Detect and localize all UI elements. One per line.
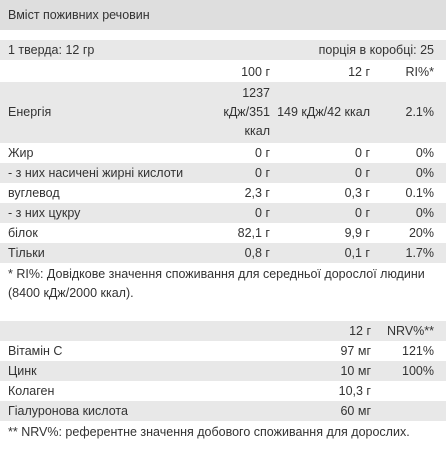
column-header: 12 г — [349, 324, 371, 338]
column-header: 12 г — [348, 65, 370, 79]
nutrient-value: 0% — [415, 166, 434, 180]
column-header-row: 100 г 12 г RI%* — [0, 62, 446, 82]
nutrient-row: вуглевод 2,3 г 0,3 г 0.1% — [0, 183, 446, 203]
supplement-name: Гіалуронова кислота — [8, 404, 128, 418]
supplement-row: Цинк 10 мг 100% — [0, 361, 446, 381]
supplement-row: Гіалуронова кислота 60 мг — [0, 401, 446, 421]
supplement-row: Вітамін С 97 мг 121% — [0, 341, 446, 361]
supplement-row: Колаген 10,3 г — [0, 381, 446, 401]
ri-note: * RI%: Довідкове значення споживання для… — [8, 267, 425, 300]
serving-size: 1 тверда: 12 гр — [8, 43, 95, 57]
column-header: 100 г — [241, 65, 270, 79]
nutrient-name: Тільки — [8, 246, 45, 260]
nutrient-row: білок 82,1 г 9,9 г 20% — [0, 223, 446, 243]
nutrient-value: 0 г — [355, 206, 370, 220]
nutrient-value: 0 г — [255, 206, 270, 220]
nutrient-name: білок — [8, 226, 38, 240]
column-header: NRV%** — [386, 324, 434, 338]
supplement-value: 10 мг — [340, 364, 371, 378]
nutrient-value: 0 г — [355, 146, 370, 160]
nrv-note: ** NRV%: референтне значення добового сп… — [8, 425, 410, 439]
nutrient-name: - з них цукру — [8, 206, 81, 220]
nutrient-value: 0 г — [255, 146, 270, 160]
nutrient-value: 0% — [415, 206, 434, 220]
nutrient-value: 0 г — [255, 166, 270, 180]
nutrient-value: 0% — [415, 146, 434, 160]
nutrient-name: Жир — [8, 146, 34, 160]
nutrient-value: 0.1% — [405, 186, 435, 200]
supplements-table: 12 г NRV%** Вітамін С 97 мг 121% Цинк 10 мг 100… — [0, 321, 446, 421]
nutrient-name: вуглевод — [8, 186, 60, 200]
nutrient-value: 2,3 г — [244, 186, 270, 200]
nutrient-row: Тільки 0,8 г 0,1 г 1.7% — [0, 243, 446, 263]
nutrient-value: 0 г — [355, 166, 370, 180]
serving-row: 1 тверда: 12 гр порція в коробці: 25 — [0, 40, 446, 60]
nutrient-value: 20% — [408, 226, 434, 240]
supplement-value: 100% — [402, 364, 434, 378]
nutrient-value: 149 кДж/42 ккал — [277, 105, 370, 119]
nutrient-value: 0,3 г — [344, 186, 370, 200]
supplement-name: Цинк — [8, 364, 37, 378]
supplement-value: 60 мг — [340, 404, 371, 418]
nutrient-name: - з них насичені жирні кислоти — [8, 166, 184, 180]
nutrient-value: 9,9 г — [344, 226, 370, 240]
nutrient-value: 2.1% — [405, 105, 435, 119]
column-header-row: 12 г NRV%** — [0, 321, 446, 341]
supplement-value: 97 мг — [340, 344, 371, 358]
supplement-value: 121% — [402, 344, 434, 358]
nutrient-row: Енергія 1237 кДж/351 ккал 149 кДж/42 ккал 2… — [0, 82, 446, 143]
nutrient-name: Енергія — [8, 105, 52, 119]
supplement-value: 10,3 г — [338, 384, 371, 398]
column-header: RI%* — [405, 65, 434, 79]
nutrition-table: 100 г 12 г RI%* Енергія 1237 кДж/351 ккал 149… — [0, 62, 446, 263]
nutrient-row: - з них насичені жирні кислоти 0 г 0 г 0% — [0, 163, 446, 183]
nutrient-value: 0,1 г — [344, 246, 370, 260]
nutrient-row: - з них цукру 0 г 0 г 0% — [0, 203, 446, 223]
panel-title: Вміст поживних речовин — [0, 0, 446, 30]
nutrient-value: 1.7% — [405, 246, 435, 260]
supplement-name: Колаген — [8, 384, 55, 398]
nutrient-value: 0,8 г — [244, 246, 270, 260]
supplement-name: Вітамін С — [8, 344, 63, 358]
nutrient-value: 1237 кДж/351 ккал — [223, 86, 270, 138]
servings-per-box: порція в коробці: 25 — [318, 43, 434, 57]
nutrient-row: Жир 0 г 0 г 0% — [0, 143, 446, 163]
nutrient-value: 82,1 г — [237, 226, 270, 240]
